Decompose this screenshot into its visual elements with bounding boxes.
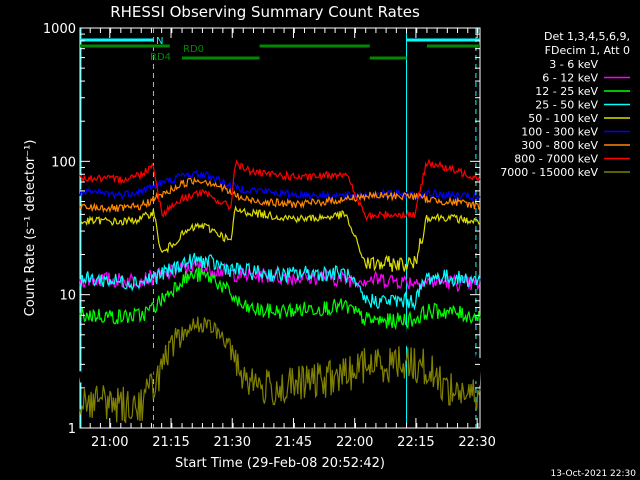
series-line-4 (79, 205, 481, 272)
y-tick-label: 1 (68, 422, 76, 437)
y-tick-label: 1000 (43, 22, 76, 37)
series-line-8 (79, 316, 481, 424)
series-line-3 (79, 252, 481, 311)
chart-title: RHESSI Observing Summary Count Rates (110, 3, 420, 21)
series-line-1 (79, 259, 481, 293)
x-axis-label: Start Time (29-Feb-08 20:52:42) (175, 456, 385, 471)
legend-entry-label: 300 - 800 keV (521, 139, 598, 152)
flag-label-n: N (156, 36, 163, 47)
series-line-6 (79, 176, 481, 214)
series-line-7 (79, 158, 481, 222)
flag-label-rd4: RD4 (150, 52, 171, 63)
legend-entry-label: 12 - 25 keV (535, 85, 598, 98)
x-tick-label: 21:45 (275, 435, 312, 450)
y-axis: 1 10 100 1000 (43, 22, 480, 437)
legend-entry-label: 800 - 7000 keV (514, 153, 598, 166)
y-tick-label: 100 (51, 155, 76, 170)
series-line-2 (79, 266, 481, 331)
date-stamp: 13-Oct-2021 22:30 (551, 469, 637, 479)
x-tick-label: 22:15 (397, 435, 434, 450)
flag-label-rd0: RD0 (183, 44, 204, 55)
legend-header-line-1: Det 1,3,4,5,6,9, (544, 30, 630, 43)
legend: Det 1,3,4,5,6,9, FDecim 1, Att 0 3 - 6 k… (500, 30, 630, 179)
series-line-0 (79, 305, 481, 396)
flag-bars: N RD0 RD4 (80, 36, 480, 63)
legend-entry-label: 25 - 50 keV (535, 99, 598, 112)
legend-header-line-2: FDecim 1, Att 0 (545, 44, 630, 57)
legend-entry-label: 7000 - 15000 keV (500, 166, 598, 179)
legend-entry-label: 3 - 6 keV (549, 58, 598, 71)
series-line-5 (79, 169, 481, 203)
legend-entry-label: 50 - 100 keV (528, 112, 598, 125)
x-tick-label: 21:00 (91, 435, 128, 450)
y-axis-label: Count Rate (s⁻¹ detector⁻¹) (23, 140, 38, 317)
x-tick-label: 22:00 (336, 435, 373, 450)
x-axis: 21:00 21:15 21:30 21:45 22:00 22:15 22:30 (79, 28, 496, 450)
x-tick-label: 21:30 (214, 435, 251, 450)
legend-entry-label: 100 - 300 keV (521, 126, 598, 139)
plot-area (79, 27, 481, 429)
x-tick-label: 22:30 (458, 435, 495, 450)
y-tick-label: 10 (59, 289, 76, 304)
legend-entry-label: 6 - 12 keV (542, 72, 598, 85)
plot-frame (79, 27, 481, 429)
x-tick-label: 21:15 (152, 435, 189, 450)
series-group (79, 158, 481, 424)
